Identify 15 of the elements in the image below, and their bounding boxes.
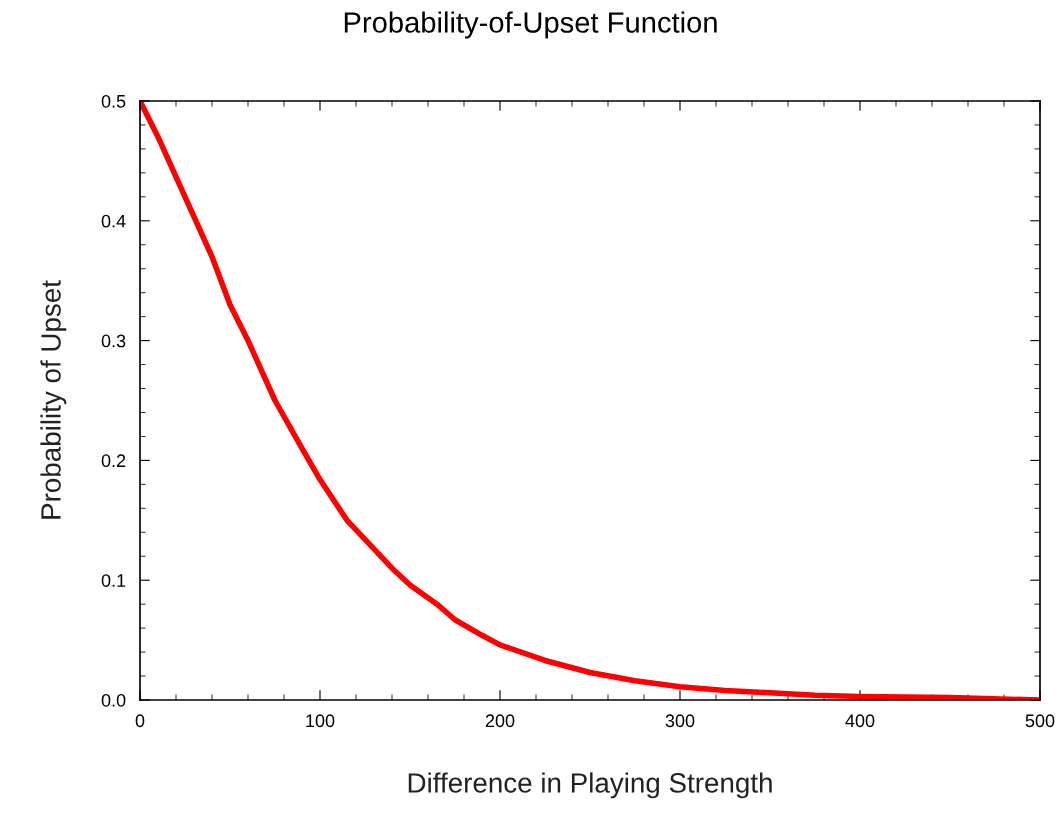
x-tick-label: 200 bbox=[485, 714, 515, 728]
y-tick-label: 0.2 bbox=[101, 454, 126, 468]
x-tick-label: 0 bbox=[135, 714, 145, 728]
y-tick-label: 0.4 bbox=[101, 214, 126, 228]
x-tick-label: 300 bbox=[665, 714, 695, 728]
x-axis-title: Difference in Playing Strength bbox=[408, 772, 772, 799]
y-tick-label: 0.3 bbox=[101, 334, 126, 348]
y-tick-label: 0.1 bbox=[101, 574, 126, 587]
y-axis-title: Probability of Upset bbox=[40, 280, 67, 519]
y-tick-label: 0.5 bbox=[101, 94, 126, 108]
x-tick-label: 500 bbox=[1025, 714, 1055, 728]
y-tick-label: 0.0 bbox=[101, 693, 126, 707]
x-tick-label: 100 bbox=[306, 714, 335, 728]
chart-title: Probability-of-Upset Function bbox=[344, 11, 717, 39]
x-tick-label: 400 bbox=[845, 714, 875, 728]
